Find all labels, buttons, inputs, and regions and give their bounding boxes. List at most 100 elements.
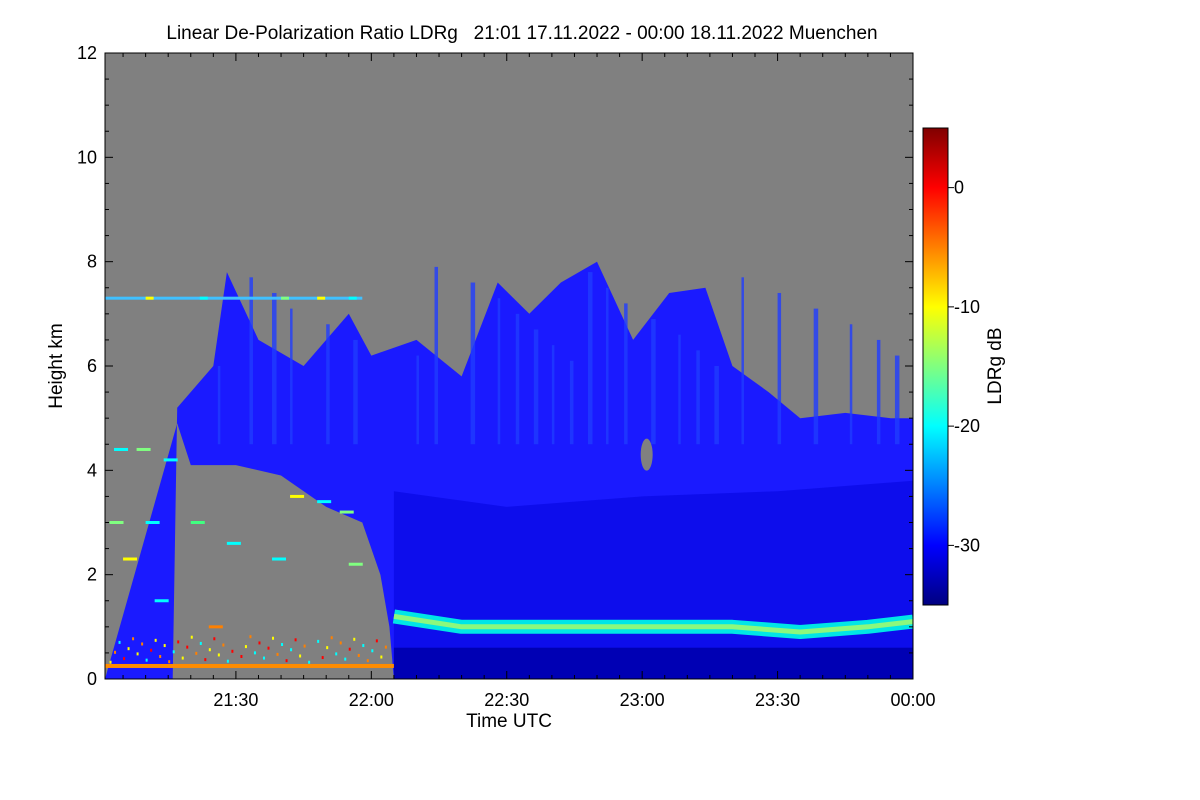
aerosol-speckle	[339, 510, 354, 514]
fall-streak	[249, 277, 253, 445]
surface-speckle	[290, 648, 293, 652]
surface-speckle	[353, 637, 356, 641]
fall-streak	[606, 287, 609, 445]
fall-streak	[533, 329, 539, 445]
surface-speckle	[267, 646, 270, 650]
surface-speckle	[127, 647, 130, 651]
colorbar-tick-label: -20	[954, 416, 980, 436]
surface-speckle	[253, 651, 256, 655]
thin-layer-speckle	[348, 296, 357, 300]
y-tick-label: 2	[87, 565, 97, 585]
fall-streak	[849, 324, 853, 445]
colorbar	[922, 127, 949, 606]
aerosol-speckle	[272, 557, 287, 561]
x-tick-label: 21:30	[213, 690, 258, 710]
surface-speckle	[339, 641, 342, 645]
surface-speckle	[335, 652, 338, 656]
fall-streak	[624, 303, 628, 445]
surface-speckle	[123, 657, 126, 661]
surface-speckle	[204, 658, 207, 662]
surface-speckle	[249, 635, 252, 639]
aerosol-speckle	[136, 447, 151, 451]
y-tick-label: 4	[87, 460, 97, 480]
surface-speckle	[118, 640, 121, 644]
surface-speckle	[303, 644, 306, 648]
fall-streak	[587, 272, 593, 445]
surface-speckle	[294, 638, 297, 642]
fall-streak	[876, 339, 881, 445]
colorbar-tick-label: -30	[954, 535, 980, 555]
surface-speckle	[380, 655, 383, 659]
fall-streak	[217, 366, 221, 445]
axes: 0 2 4 6 8 10 12 21:30 22:00 22:30 23:00 23:30 00:00	[77, 43, 936, 710]
surface-speckle	[222, 643, 225, 647]
fall-streak	[434, 266, 439, 445]
surface-speckle	[141, 642, 144, 646]
surface-speckle	[226, 659, 229, 663]
y-tick-label: 8	[87, 252, 97, 272]
colorbar-tick-label: 0	[954, 178, 964, 198]
fall-streak	[416, 355, 419, 445]
surface-speckle	[145, 658, 148, 662]
surface-speckle	[258, 641, 261, 645]
fall-streak	[551, 345, 555, 445]
surface-layer	[105, 663, 394, 668]
surface-speckle	[344, 657, 347, 661]
surface-speckle	[208, 648, 211, 652]
surface-speckle	[308, 660, 311, 664]
x-tick-label: 00:00	[890, 690, 935, 710]
thin-layer-speckle	[281, 296, 290, 300]
surface-speckle	[366, 659, 369, 663]
surface-speckle	[348, 647, 351, 651]
fall-streak	[696, 350, 700, 445]
colorbar-tick-label: -10	[954, 297, 980, 317]
surface-speckle	[195, 651, 198, 655]
y-axis-title: Height km	[46, 323, 67, 409]
surface-speckle	[272, 636, 275, 640]
aerosol-speckle	[226, 541, 241, 545]
surface-speckle	[330, 636, 333, 640]
heatmap-layer	[105, 261, 913, 679]
y-tick-label: 12	[77, 43, 97, 63]
surface-speckle	[357, 653, 360, 657]
surface-speckle	[231, 649, 234, 653]
surface-speckle	[371, 649, 374, 653]
aerosol-speckle	[109, 521, 124, 524]
fall-streak	[515, 313, 520, 445]
surface-speckle	[159, 655, 162, 659]
aerosol-speckle	[163, 458, 178, 462]
surface-speckle	[186, 645, 189, 649]
boundary-layer-core	[393, 613, 913, 635]
fall-streak	[290, 308, 293, 445]
surface-speckle	[281, 643, 284, 647]
y-tick-label: 0	[87, 669, 97, 689]
fall-streak	[569, 360, 574, 445]
surface-speckle	[150, 648, 153, 652]
aerosol-speckle	[114, 447, 129, 451]
surface-speckle	[168, 660, 171, 664]
surface-speckle	[181, 656, 184, 660]
surface-speckle	[136, 652, 139, 656]
y-tick-label: 6	[87, 356, 97, 376]
surface-speckle	[172, 650, 175, 654]
chart-title: Linear De-Polarization Ratio LDRg 21:01 …	[166, 23, 877, 44]
fall-streak	[678, 334, 681, 445]
fall-streak	[741, 277, 744, 445]
fall-streak	[714, 366, 719, 445]
surface-speckle	[317, 639, 320, 643]
aerosol-speckle	[348, 562, 363, 566]
surface-speckle	[244, 645, 247, 649]
aerosol-speckle	[317, 500, 332, 504]
surface-speckle	[199, 641, 202, 645]
fall-streak	[813, 308, 819, 445]
x-axis-title: Time UTC	[466, 711, 552, 732]
surface-speckle	[285, 659, 288, 663]
aerosol-speckle	[208, 625, 223, 629]
x-tick-label: 23:00	[620, 690, 665, 710]
surface-speckle	[240, 655, 243, 659]
x-tick-label: 22:30	[484, 690, 529, 710]
surface-speckle	[114, 650, 117, 654]
x-tick-label: 22:00	[349, 690, 394, 710]
surface-speckle	[154, 638, 157, 642]
